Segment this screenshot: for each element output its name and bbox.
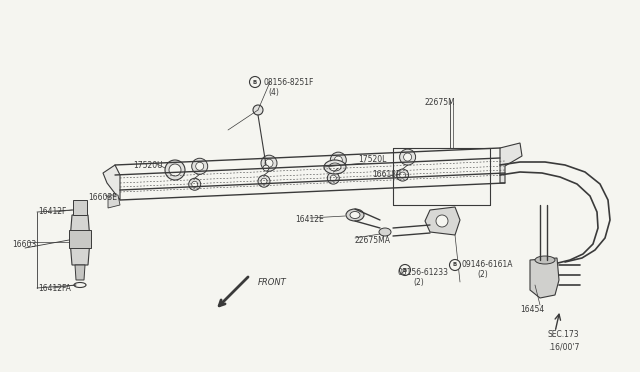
Circle shape xyxy=(265,159,273,167)
Text: 08156-61233: 08156-61233 xyxy=(398,268,449,277)
Polygon shape xyxy=(425,207,460,235)
Circle shape xyxy=(397,169,408,181)
Circle shape xyxy=(330,152,346,168)
Text: FRONT: FRONT xyxy=(258,278,287,287)
Text: 17520U: 17520U xyxy=(133,161,163,170)
Text: 08156-8251F: 08156-8251F xyxy=(264,78,314,87)
Circle shape xyxy=(436,215,448,227)
Polygon shape xyxy=(103,165,120,200)
Circle shape xyxy=(327,172,339,184)
Circle shape xyxy=(196,162,204,170)
Ellipse shape xyxy=(350,212,360,218)
Text: B: B xyxy=(453,263,457,267)
Text: 17520L: 17520L xyxy=(358,155,387,164)
Text: .16/00'7: .16/00'7 xyxy=(548,342,579,351)
Polygon shape xyxy=(500,143,522,183)
Circle shape xyxy=(261,178,267,184)
Text: 16412FA: 16412FA xyxy=(38,284,71,293)
Ellipse shape xyxy=(73,208,87,212)
Polygon shape xyxy=(73,200,87,215)
Circle shape xyxy=(404,153,412,161)
Text: B: B xyxy=(253,80,257,84)
Circle shape xyxy=(449,260,461,270)
Circle shape xyxy=(399,149,415,165)
Circle shape xyxy=(330,175,336,181)
Ellipse shape xyxy=(329,163,341,171)
Polygon shape xyxy=(75,265,85,280)
Circle shape xyxy=(263,165,269,171)
Circle shape xyxy=(169,164,181,176)
Text: 16618P: 16618P xyxy=(372,170,401,179)
Polygon shape xyxy=(530,258,559,298)
Circle shape xyxy=(258,175,270,187)
Text: 16603: 16603 xyxy=(12,240,36,249)
Text: 16412F: 16412F xyxy=(38,207,67,216)
Ellipse shape xyxy=(346,209,364,221)
Text: SEC.173: SEC.173 xyxy=(548,330,580,339)
Text: 16412E: 16412E xyxy=(295,215,324,224)
Circle shape xyxy=(253,105,263,115)
Text: 16454: 16454 xyxy=(520,305,544,314)
Text: 22675MA: 22675MA xyxy=(355,236,391,245)
Polygon shape xyxy=(69,230,91,248)
Circle shape xyxy=(250,77,260,87)
Text: (2): (2) xyxy=(413,278,424,287)
Polygon shape xyxy=(70,215,90,265)
Text: 22675M: 22675M xyxy=(425,98,456,107)
Circle shape xyxy=(334,156,342,164)
Polygon shape xyxy=(108,195,120,208)
Text: (4): (4) xyxy=(268,88,279,97)
Text: (2): (2) xyxy=(477,270,488,279)
Ellipse shape xyxy=(74,282,86,288)
Circle shape xyxy=(192,181,198,187)
Circle shape xyxy=(261,155,277,171)
Ellipse shape xyxy=(324,160,346,174)
Circle shape xyxy=(189,178,201,190)
Ellipse shape xyxy=(535,256,555,264)
Text: B: B xyxy=(403,267,407,273)
Text: 09146-6161A: 09146-6161A xyxy=(462,260,513,269)
Circle shape xyxy=(165,160,185,180)
Circle shape xyxy=(399,172,406,178)
Circle shape xyxy=(399,264,410,276)
Text: 16603E: 16603E xyxy=(88,193,117,202)
Circle shape xyxy=(192,158,208,174)
Ellipse shape xyxy=(379,228,391,236)
